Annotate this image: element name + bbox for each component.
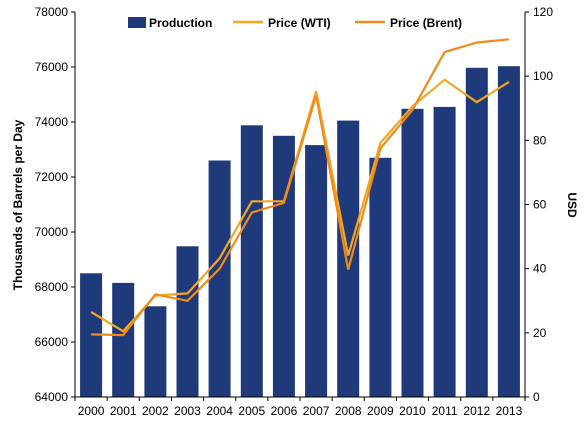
x-tick-label: 2012 <box>463 404 490 418</box>
x-tick-label: 2006 <box>271 404 298 418</box>
legend-label-wti: Price (WTI) <box>268 16 331 30</box>
bar-production-2005 <box>240 125 263 398</box>
x-tick-label: 2005 <box>238 404 265 418</box>
x-tick-label: 2001 <box>110 404 137 418</box>
right-axis: 0 20 40 60 80 100 120 <box>524 5 553 404</box>
bar-production-2004 <box>208 160 231 397</box>
right-tick-label: 0 <box>533 390 540 404</box>
left-tick-label: 72000 <box>35 170 69 184</box>
right-tick-label: 100 <box>533 69 553 83</box>
left-axis: 64000 66000 68000 70000 72000 74000 76000 78000 <box>35 5 76 404</box>
x-tick-label: 2004 <box>206 404 233 418</box>
production-bars <box>80 66 520 398</box>
x-tick-label: 2009 <box>367 404 394 418</box>
y-axis-title: Thousands of Barrels per Day <box>11 119 25 290</box>
legend-swatch-production <box>128 17 146 28</box>
legend: Production Price (WTI) Price (Brent) <box>128 16 462 30</box>
bar-production-2013 <box>497 66 520 397</box>
left-tick-label: 76000 <box>35 60 69 74</box>
bar-production-2009 <box>369 157 392 398</box>
left-tick-label: 68000 <box>35 280 69 294</box>
bar-production-2012 <box>465 67 488 398</box>
x-tick-label: 2002 <box>142 404 169 418</box>
right-tick-label: 120 <box>533 5 553 19</box>
bar-production-2008 <box>337 120 360 397</box>
x-tick-label: 2010 <box>399 404 426 418</box>
right-tick-label: 20 <box>533 326 547 340</box>
right-tick-label: 40 <box>533 262 547 276</box>
line-price-brent <box>91 38 510 337</box>
left-tick-label: 66000 <box>35 335 69 349</box>
left-tick-label: 74000 <box>35 115 69 129</box>
bar-production-2010 <box>401 108 424 398</box>
x-tick-label: 2013 <box>496 404 523 418</box>
y2-axis-title: USD <box>565 192 579 218</box>
bar-production-2003 <box>176 246 199 397</box>
x-tick-label: 2007 <box>303 404 330 418</box>
x-tick-label: 2008 <box>335 404 362 418</box>
bar-production-2002 <box>144 306 167 398</box>
x-tick-label: 2003 <box>174 404 201 418</box>
left-tick-label: 70000 <box>35 225 69 239</box>
right-tick-label: 80 <box>533 133 547 147</box>
left-tick-label: 64000 <box>35 390 69 404</box>
left-tick-label: 78000 <box>35 5 69 19</box>
legend-label-production: Production <box>149 16 212 30</box>
x-axis: 2000 2001 2002 2003 2004 2005 2006 2007 2008 2009… <box>74 396 526 418</box>
legend-label-brent: Price (Brent) <box>390 16 462 30</box>
x-tick-label: 2011 <box>432 404 458 418</box>
bar-production-2011 <box>433 106 456 398</box>
right-tick-label: 60 <box>533 198 547 212</box>
bar-production-2001 <box>112 282 135 397</box>
price-lines <box>90 38 510 337</box>
x-tick-label: 2000 <box>78 404 105 418</box>
bar-production-2007 <box>305 145 328 397</box>
